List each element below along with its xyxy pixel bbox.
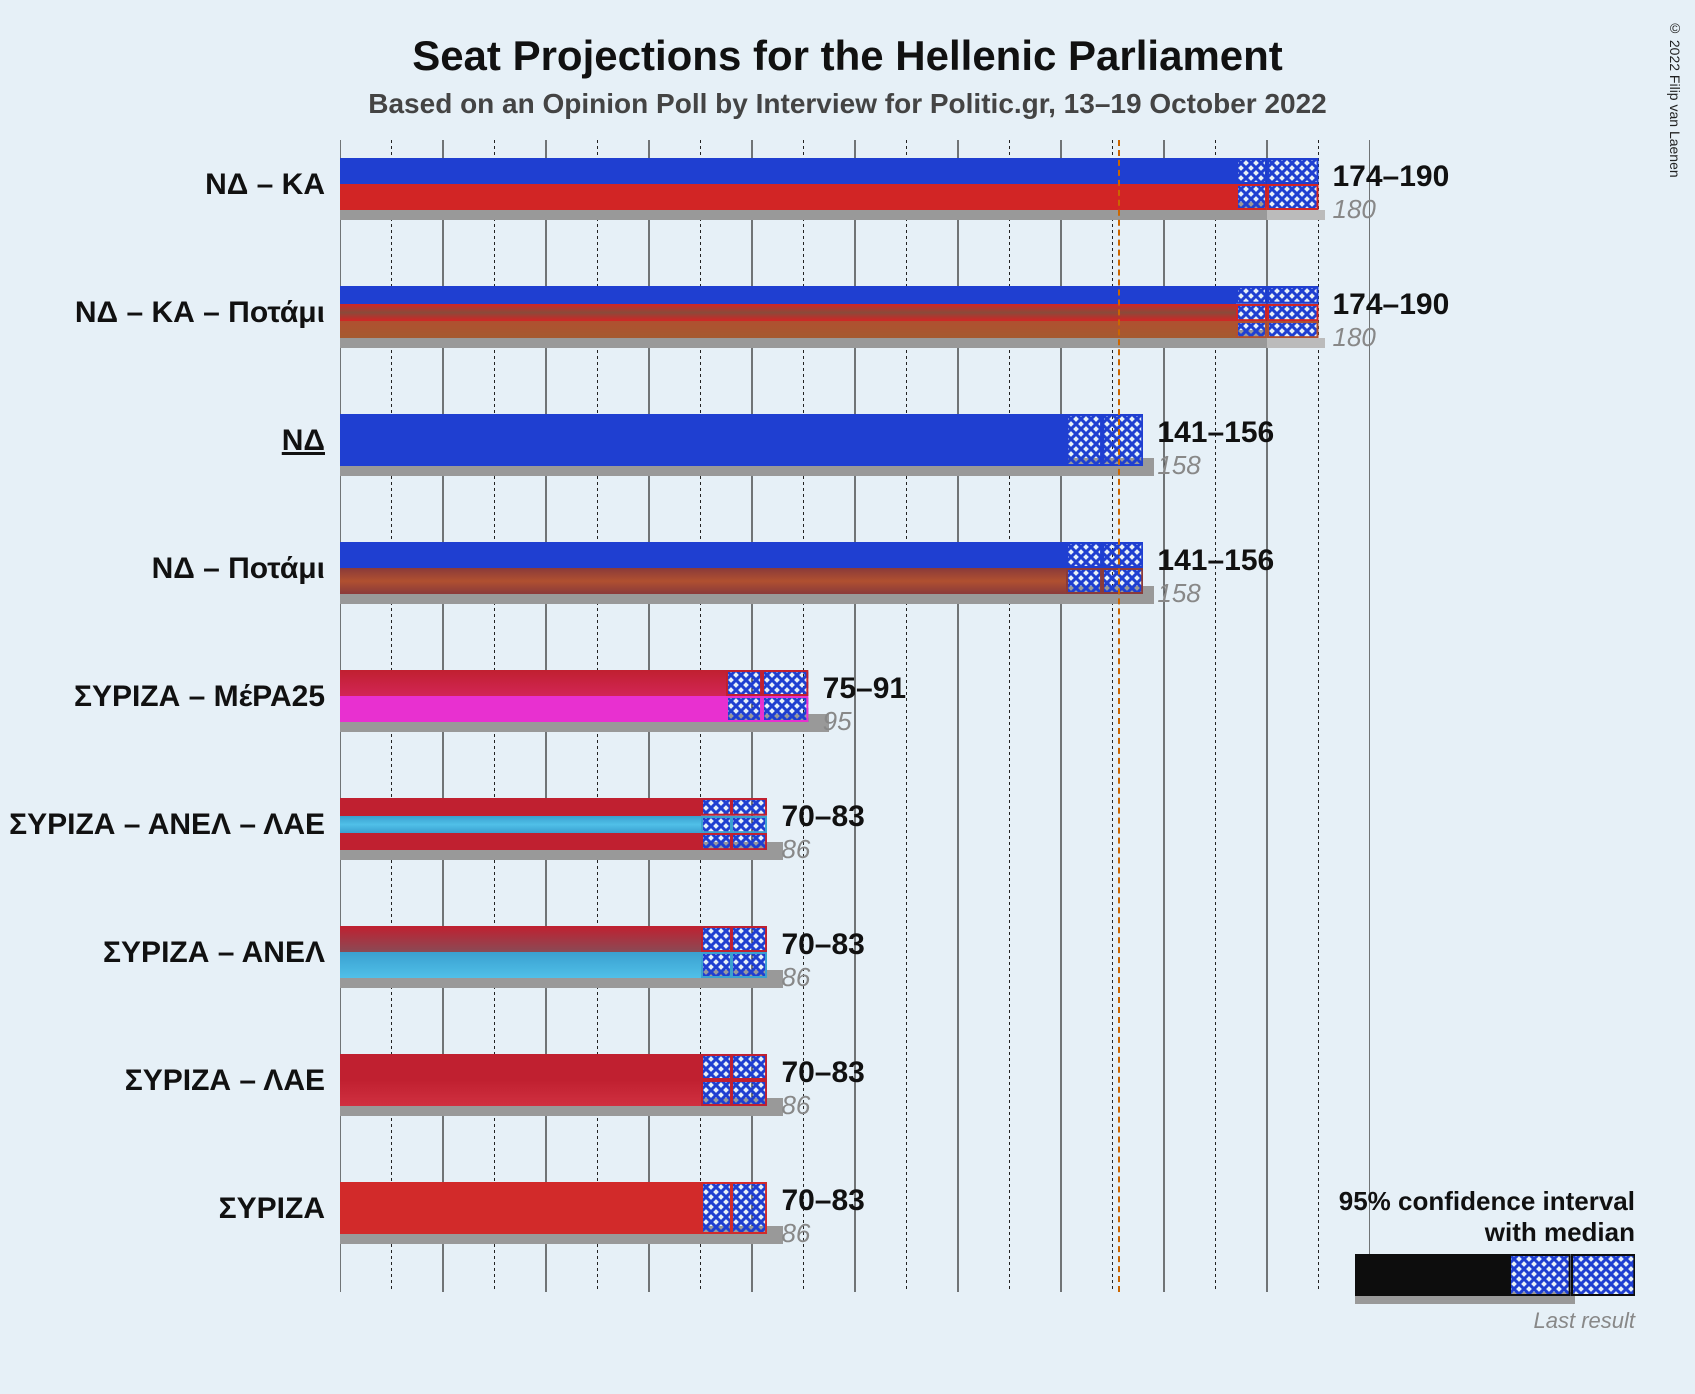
bar-solid — [340, 833, 701, 850]
bar-ci-upper — [1267, 321, 1319, 338]
bar-ci-lower — [701, 798, 732, 816]
range-label: 70–83 — [781, 1184, 864, 1218]
row-label: ΝΔ – ΚΑ — [205, 168, 325, 202]
bar-solid — [340, 1054, 701, 1080]
bar-ci-lower — [1236, 304, 1267, 321]
row-label: ΣΥΡΙΖΑ – ΛΑΕ — [125, 1064, 325, 1098]
bar-solid — [340, 304, 1236, 321]
bar-ci-upper — [731, 926, 767, 952]
bar-solid — [340, 1080, 701, 1106]
copyright-text: © 2022 Filip van Laenen — [1667, 20, 1683, 178]
row-label: ΣΥΡΙΖΑ — [219, 1192, 325, 1226]
range-label: 70–83 — [781, 1056, 864, 1090]
bar-ci-lower — [1066, 414, 1102, 466]
legend-line2: with median — [1339, 1217, 1635, 1248]
legend-line1: 95% confidence interval — [1339, 1186, 1635, 1217]
range-label: 141–156 — [1157, 544, 1274, 578]
bar-ci-upper — [1267, 158, 1319, 184]
legend-cross — [1509, 1254, 1571, 1296]
bar-solid — [340, 1182, 701, 1234]
bar-ci-lower — [726, 696, 762, 722]
bar-ci-lower — [1066, 542, 1102, 568]
bar-solid — [340, 696, 726, 722]
bar-ci-upper — [762, 696, 808, 722]
bar-solid — [340, 670, 726, 696]
bar-ci-lower — [701, 1080, 732, 1106]
bar-solid — [340, 798, 701, 816]
bar-ci-lower — [1066, 568, 1102, 594]
bar-ci-lower — [1236, 158, 1267, 184]
bar-solid — [340, 184, 1236, 210]
bar-solid — [340, 286, 1236, 304]
bar-ci-upper — [731, 952, 767, 978]
row-label: ΝΔ – ΚΑ – Ποτάμι — [75, 296, 325, 330]
majority-line — [1118, 140, 1120, 1292]
bar-ci-upper — [1102, 542, 1143, 568]
bar-ci-lower — [701, 1182, 732, 1234]
row-label: ΝΔ — [282, 424, 325, 458]
bar-ci-lower — [1236, 321, 1267, 338]
legend-bar — [1355, 1254, 1635, 1296]
last-label: 86 — [781, 1218, 810, 1249]
bar-solid — [340, 158, 1236, 184]
legend-last-label: Last result — [1339, 1308, 1635, 1334]
legend: 95% confidence interval with median Last… — [1339, 1186, 1635, 1334]
bar-ci-upper — [1267, 304, 1319, 321]
last-label: 86 — [781, 1090, 810, 1121]
bar-ci-lower — [701, 926, 732, 952]
legend-diag — [1571, 1254, 1635, 1296]
row-label: ΣΥΡΙΖΑ – ΑΝΕΛ – ΛΑΕ — [9, 808, 325, 842]
bar-ci-lower — [701, 833, 732, 850]
bar-ci-upper — [762, 670, 808, 696]
range-label: 174–190 — [1333, 288, 1450, 322]
bar-ci-upper — [1267, 184, 1319, 210]
bar-ci-upper — [1267, 286, 1319, 304]
range-label: 75–91 — [823, 672, 906, 706]
bar-ci-upper — [731, 1182, 767, 1234]
last-label: 180 — [1333, 322, 1376, 353]
chart-title: Seat Projections for the Hellenic Parlia… — [0, 0, 1695, 80]
bar-ci-upper — [731, 1080, 767, 1106]
bar-ci-upper — [731, 798, 767, 816]
bar-ci-upper — [1102, 568, 1143, 594]
last-label: 158 — [1157, 450, 1200, 481]
bar-ci-lower — [1236, 286, 1267, 304]
bar-solid — [340, 321, 1236, 338]
legend-solid — [1355, 1254, 1509, 1296]
bar-solid — [340, 926, 701, 952]
bar-ci-upper — [731, 1054, 767, 1080]
last-label: 180 — [1333, 194, 1376, 225]
row-label: ΝΔ – Ποτάμι — [152, 552, 325, 586]
bar-ci-lower — [701, 952, 732, 978]
range-label: 70–83 — [781, 800, 864, 834]
range-label: 70–83 — [781, 928, 864, 962]
bar-solid — [340, 816, 701, 833]
range-label: 174–190 — [1333, 160, 1450, 194]
row-label: ΣΥΡΙΖΑ – ΑΝΕΛ — [103, 936, 325, 970]
last-label: 86 — [781, 834, 810, 865]
bar-solid — [340, 414, 1066, 466]
last-label: 86 — [781, 962, 810, 993]
bar-solid — [340, 952, 701, 978]
bar-solid — [340, 542, 1066, 568]
range-label: 141–156 — [1157, 416, 1274, 450]
bar-solid — [340, 568, 1066, 594]
row-label: ΣΥΡΙΖΑ – ΜέΡΑ25 — [74, 680, 325, 714]
last-label: 95 — [823, 706, 852, 737]
bar-ci-upper — [731, 816, 767, 833]
bar-ci-lower — [1236, 184, 1267, 210]
chart-subtitle: Based on an Opinion Poll by Interview fo… — [0, 80, 1695, 120]
bar-ci-lower — [701, 816, 732, 833]
bar-ci-upper — [731, 833, 767, 850]
bar-ci-lower — [701, 1054, 732, 1080]
last-label: 158 — [1157, 578, 1200, 609]
bar-ci-upper — [1102, 414, 1143, 466]
bar-ci-lower — [726, 670, 762, 696]
